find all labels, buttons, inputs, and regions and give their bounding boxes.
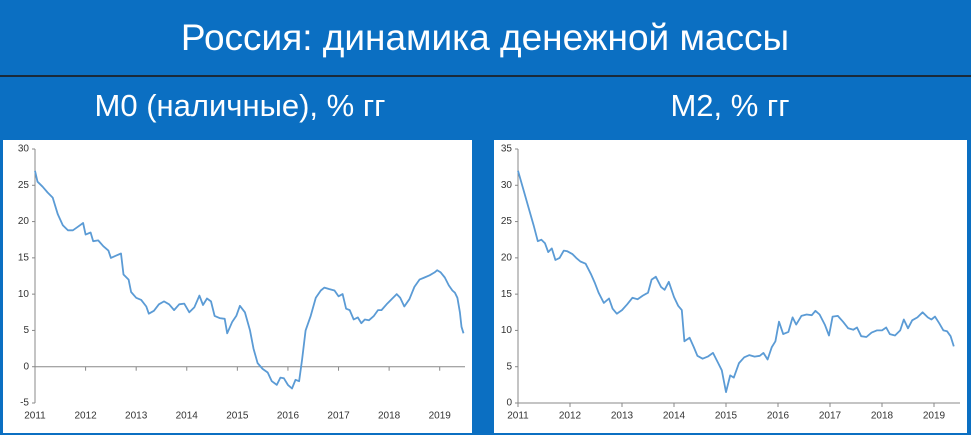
x-tick-label: 2018 xyxy=(871,411,894,422)
x-tick-label: 2014 xyxy=(176,411,199,422)
x-tick-label: 2017 xyxy=(819,411,842,422)
line xyxy=(34,170,465,390)
x-tick-label: 2011 xyxy=(24,411,46,422)
line xyxy=(517,170,955,393)
x-tick-label: 2012 xyxy=(559,411,582,422)
x-tick-label: 2013 xyxy=(611,411,634,422)
y-tick-label: 0 xyxy=(506,398,512,409)
y-tick-label: 10 xyxy=(18,289,30,300)
x-tick-label: 2017 xyxy=(327,411,350,422)
y-tick-label: 15 xyxy=(501,289,513,300)
y-tick-label: 10 xyxy=(501,325,513,336)
x-tick-label: 2019 xyxy=(923,411,946,422)
x-tick-label: 2015 xyxy=(715,411,738,422)
page-title: Россия: динамика денежной массы xyxy=(181,17,789,58)
y-tick-label: 30 xyxy=(501,180,513,191)
chart-title: M0 (наличные), % гг xyxy=(95,88,386,123)
y-tick-label: 20 xyxy=(18,216,30,227)
chart-title: M2, % гг xyxy=(670,88,789,123)
x-tick-label: 2011 xyxy=(507,411,529,422)
y-tick-label: 25 xyxy=(18,180,30,191)
y-tick-label: 5 xyxy=(23,325,29,336)
x-tick-label: 2018 xyxy=(378,411,401,422)
x-tick-label: 2013 xyxy=(125,411,148,422)
chart-panel xyxy=(3,140,472,433)
y-tick-label: 20 xyxy=(501,252,513,263)
x-tick-label: 2014 xyxy=(663,411,686,422)
y-tick-label: 25 xyxy=(501,216,513,227)
x-tick-label: 2019 xyxy=(429,411,452,422)
y-tick-label: 5 xyxy=(506,361,512,372)
y-tick-label: 35 xyxy=(501,144,513,155)
y-tick-label: 15 xyxy=(18,252,30,263)
x-tick-label: 2016 xyxy=(277,411,300,422)
x-tick-label: 2015 xyxy=(226,411,249,422)
y-tick-label: -5 xyxy=(20,398,29,409)
chart-panel xyxy=(494,140,967,433)
y-tick-label: 30 xyxy=(18,144,30,155)
y-tick-label: 0 xyxy=(23,361,29,372)
x-tick-label: 2016 xyxy=(767,411,790,422)
x-tick-label: 2012 xyxy=(74,411,97,422)
